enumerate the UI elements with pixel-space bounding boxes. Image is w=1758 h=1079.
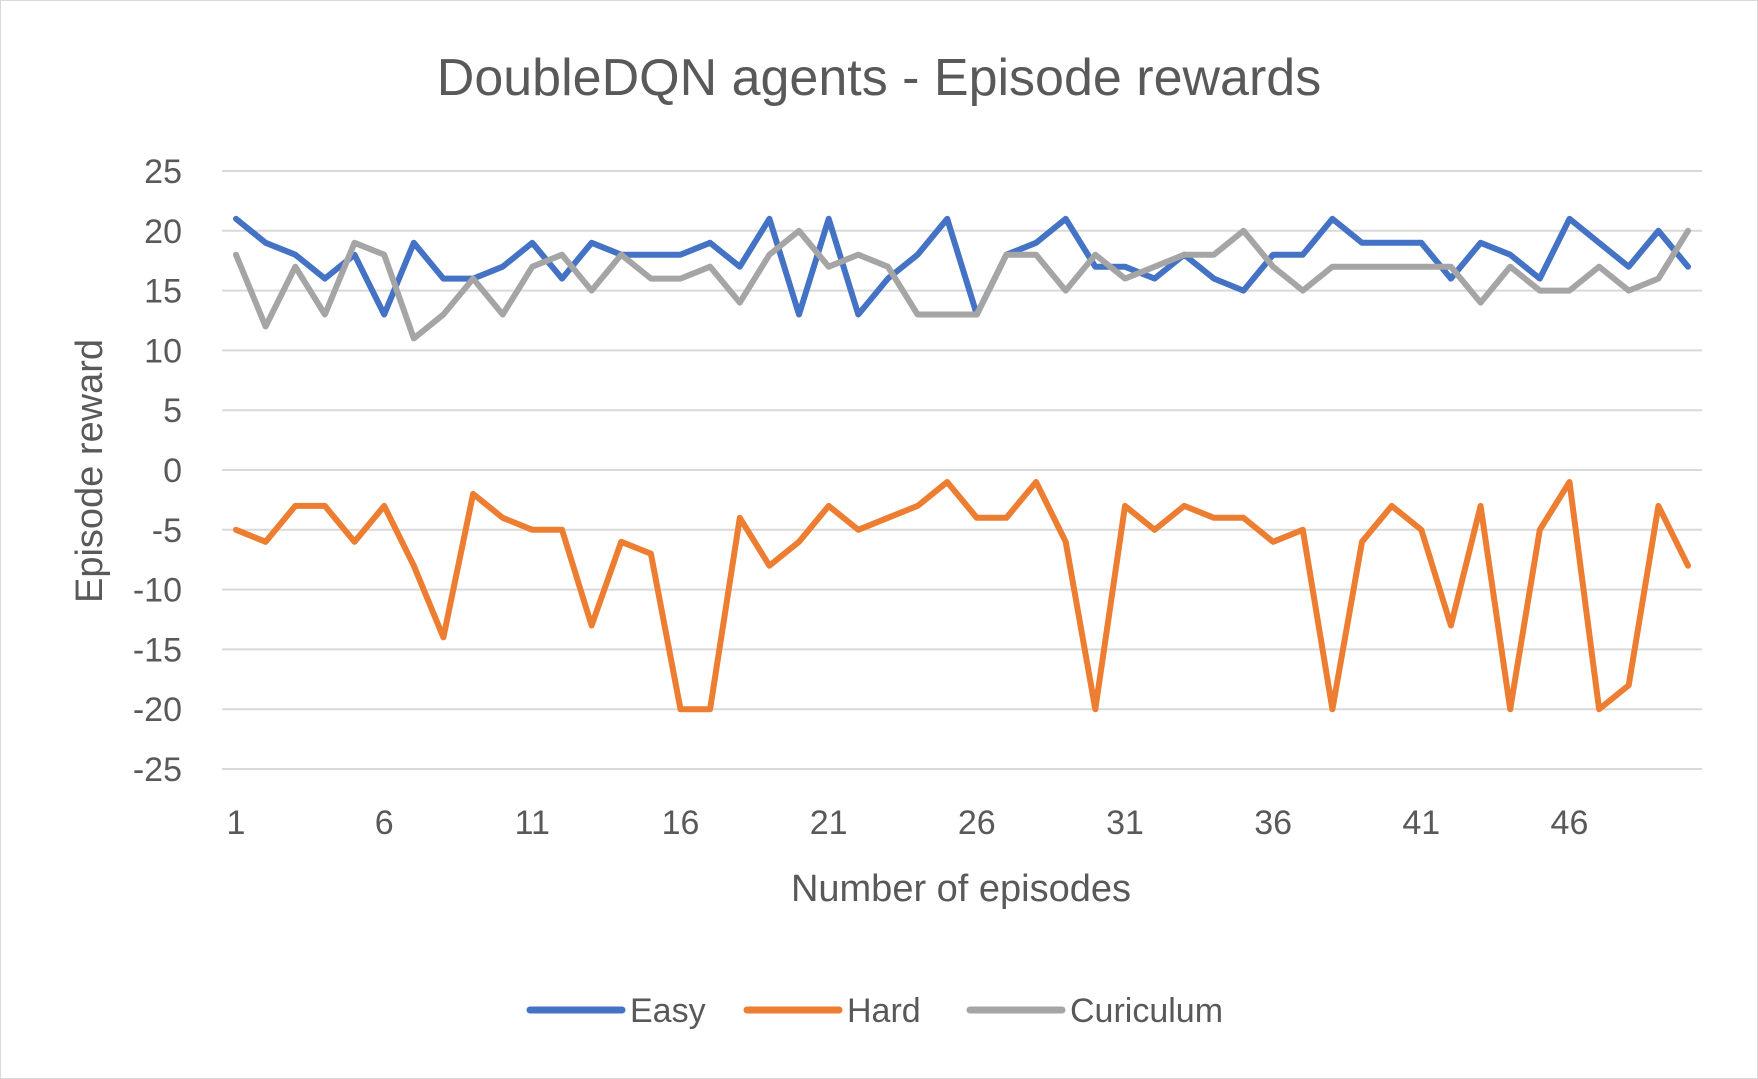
gridlines	[222, 170, 1702, 770]
x-tick-label: 11	[515, 804, 550, 842]
y-tick-label: -15	[133, 631, 182, 669]
x-tick-label: 41	[1402, 804, 1440, 842]
x-tick-label: 16	[662, 804, 700, 842]
x-tick-label: 26	[958, 804, 996, 842]
y-tick-label: 25	[144, 153, 182, 191]
x-tick-label: 31	[1106, 804, 1144, 842]
legend-label-curiculum: Curiculum	[1070, 992, 1223, 1030]
x-tick-label: 21	[810, 804, 848, 842]
series-lines	[233, 215, 1691, 713]
series-line-curiculum	[233, 227, 1691, 342]
y-tick-label: -20	[133, 691, 182, 729]
y-tick-label: 0	[163, 452, 182, 490]
chart-title: DoubleDQN agents - Episode rewards	[437, 49, 1321, 107]
x-tick-label: 6	[375, 804, 394, 842]
y-tick-label: 20	[144, 213, 182, 251]
legend-label-hard: Hard	[847, 992, 921, 1030]
series-line-hard	[233, 479, 1691, 713]
legend: Easy Hard Curiculum	[526, 992, 1223, 1030]
x-axis-tick-labels: 1 6 11 16 21 26 31 36 41 46	[227, 804, 1589, 842]
y-axis-label: Episode reward	[69, 339, 111, 603]
x-tick-label: 46	[1551, 804, 1589, 842]
y-tick-label: 15	[144, 273, 182, 311]
y-tick-label: -5	[152, 512, 182, 550]
y-tick-label: -25	[133, 751, 182, 789]
y-tick-label: 10	[144, 332, 182, 370]
legend-label-easy: Easy	[630, 992, 706, 1030]
x-tick-label: 1	[227, 804, 246, 842]
y-tick-label: -10	[133, 572, 182, 610]
y-tick-label: 5	[163, 392, 182, 430]
series-line-easy	[233, 215, 1691, 318]
y-axis-tick-labels: 25 20 15 10 5 0 -5 -10 -15 -20 -25	[133, 153, 182, 789]
x-axis-label: Number of episodes	[791, 868, 1131, 910]
x-tick-label: 36	[1254, 804, 1292, 842]
